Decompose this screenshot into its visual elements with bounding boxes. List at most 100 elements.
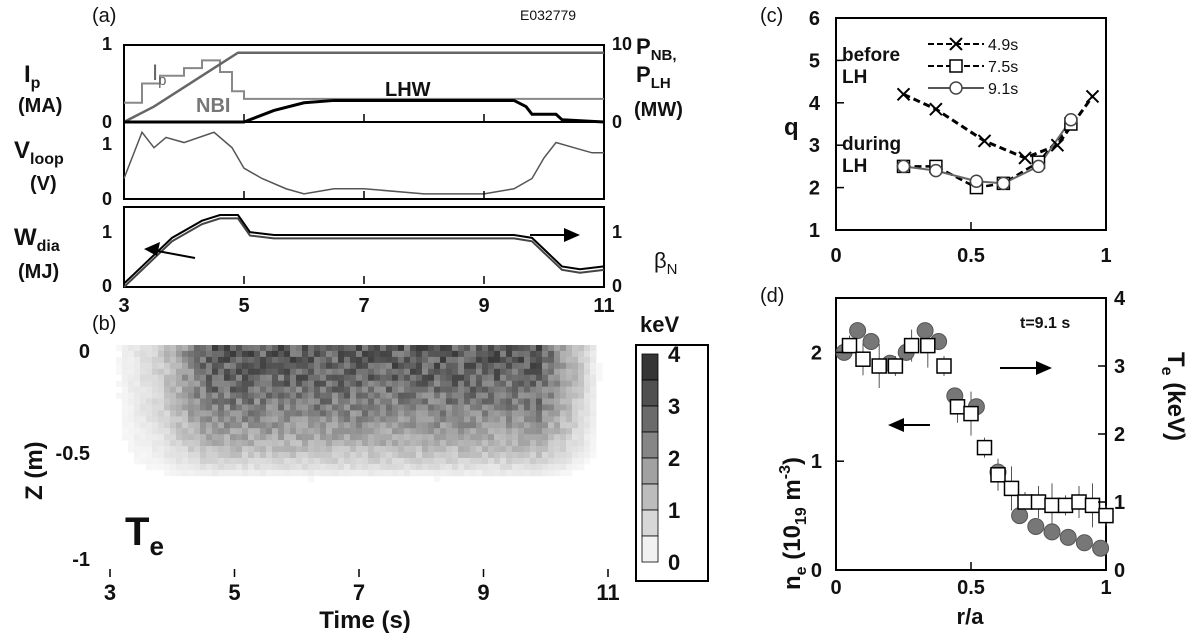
heatmap-cell: [134, 422, 141, 429]
heatmap-cell: [224, 428, 231, 435]
heatmap-cell: [122, 410, 129, 417]
heatmap-cell: [326, 350, 333, 358]
heatmap-cell: [440, 428, 447, 435]
heatmap-cell: [170, 398, 177, 405]
heatmap-cell: [578, 374, 585, 381]
heatmap-cell: [386, 350, 393, 358]
heatmap-cell: [386, 463, 393, 471]
heatmap-cell: [308, 416, 315, 423]
heatmap-cell: [140, 410, 147, 417]
heatmap-cell: [158, 398, 165, 405]
heatmap-cell: [554, 428, 561, 435]
heatmap-cell: [272, 434, 279, 441]
heatmap-cell: [296, 345, 303, 352]
panel-b-xtick-label: 5: [228, 580, 240, 605]
heatmap-cell: [524, 469, 531, 477]
heatmap-cell: [530, 404, 537, 411]
heatmap-cell: [164, 458, 171, 465]
heatmap-cell: [374, 386, 381, 393]
heatmap-cell: [326, 410, 333, 417]
heatmap-cell: [278, 380, 285, 387]
heatmap-cell: [566, 410, 573, 417]
heatmap-cell: [248, 404, 255, 411]
heatmap-cell: [128, 345, 135, 352]
heatmap-cell: [242, 440, 249, 447]
heatmap-cell: [434, 446, 441, 453]
heatmap-cell: [302, 380, 309, 387]
heatmap-cell: [194, 368, 201, 376]
heatmap-cell: [242, 368, 249, 376]
heatmap-cell: [236, 452, 243, 459]
heatmap-cell: [398, 463, 405, 471]
heatmap-cell: [398, 374, 405, 381]
heatmap-cell: [338, 422, 345, 429]
heatmap-cell: [482, 362, 489, 370]
heatmap-cell: [182, 452, 189, 459]
heatmap-cell: [350, 374, 357, 381]
q-legend-label: 9.1s: [988, 81, 1018, 98]
heatmap-cell: [476, 410, 483, 417]
heatmap-cell: [182, 356, 189, 364]
heatmap-cell: [482, 350, 489, 358]
heatmap-cell: [494, 350, 501, 358]
heatmap-cell: [446, 392, 453, 399]
heatmap-cell: [464, 410, 471, 417]
heatmap-cell: [230, 458, 237, 465]
heatmap-cell: [314, 410, 321, 417]
heatmap-cell: [182, 398, 189, 405]
heatmap-cell: [308, 434, 315, 441]
heatmap-cell: [296, 410, 303, 417]
heatmap-cell: [488, 374, 495, 381]
heatmap-cell: [530, 380, 537, 387]
heatmap-cell: [266, 446, 273, 453]
colorbar-swatch: [641, 379, 659, 407]
heatmap-cell: [116, 392, 123, 399]
heatmap-cell: [386, 374, 393, 381]
heatmap-cell: [524, 416, 531, 423]
heatmap-cell: [260, 362, 267, 370]
lhw-curve-tag: LHW: [385, 79, 431, 101]
heatmap-cell: [326, 380, 333, 387]
heatmap-cell: [410, 380, 417, 387]
heatmap-cell: [374, 458, 381, 465]
heatmap-cell: [176, 380, 183, 387]
before-label: before: [842, 45, 900, 66]
heatmap-cell: [494, 469, 501, 477]
heatmap-cell: [488, 416, 495, 423]
heatmap-cell: [590, 446, 597, 453]
heatmap-cell: [380, 356, 387, 364]
ra-xtick-label: 0: [830, 577, 841, 599]
heatmap-cell: [176, 422, 183, 429]
heatmap-cell: [350, 458, 357, 465]
heatmap-cell: [404, 458, 411, 465]
heatmap-cell: [206, 422, 213, 429]
heatmap-cell: [164, 398, 171, 405]
heatmap-cell: [596, 374, 603, 381]
heatmap-cell: [380, 446, 387, 453]
heatmap-cell: [212, 469, 219, 477]
q-marker-circle: [896, 159, 911, 174]
heatmap-cell: [566, 416, 573, 423]
heatmap-cell: [266, 398, 273, 405]
heatmap-cell: [572, 362, 579, 370]
heatmap-cell: [416, 446, 423, 453]
heatmap-cell: [560, 404, 567, 411]
heatmap-cell: [548, 452, 555, 459]
heatmap-cell: [296, 463, 303, 471]
heatmap-cell: [326, 458, 333, 465]
heatmap-cell: [536, 398, 543, 405]
heatmap-cell: [404, 398, 411, 405]
heatmap-cell: [182, 434, 189, 441]
heatmap-cell: [284, 463, 291, 471]
heatmap-cell: [530, 446, 537, 453]
heatmap-cell: [152, 422, 159, 429]
heatmap-cell: [560, 398, 567, 405]
heatmap-cell: [194, 386, 201, 393]
heatmap-cell: [440, 362, 447, 370]
heatmap-cell: [290, 345, 297, 352]
heatmap-cell: [392, 416, 399, 423]
ra-xtick-label: 1: [1100, 577, 1111, 599]
heatmap-cell: [146, 422, 153, 429]
heatmap-cell: [332, 428, 339, 435]
heatmap-cell: [338, 458, 345, 465]
